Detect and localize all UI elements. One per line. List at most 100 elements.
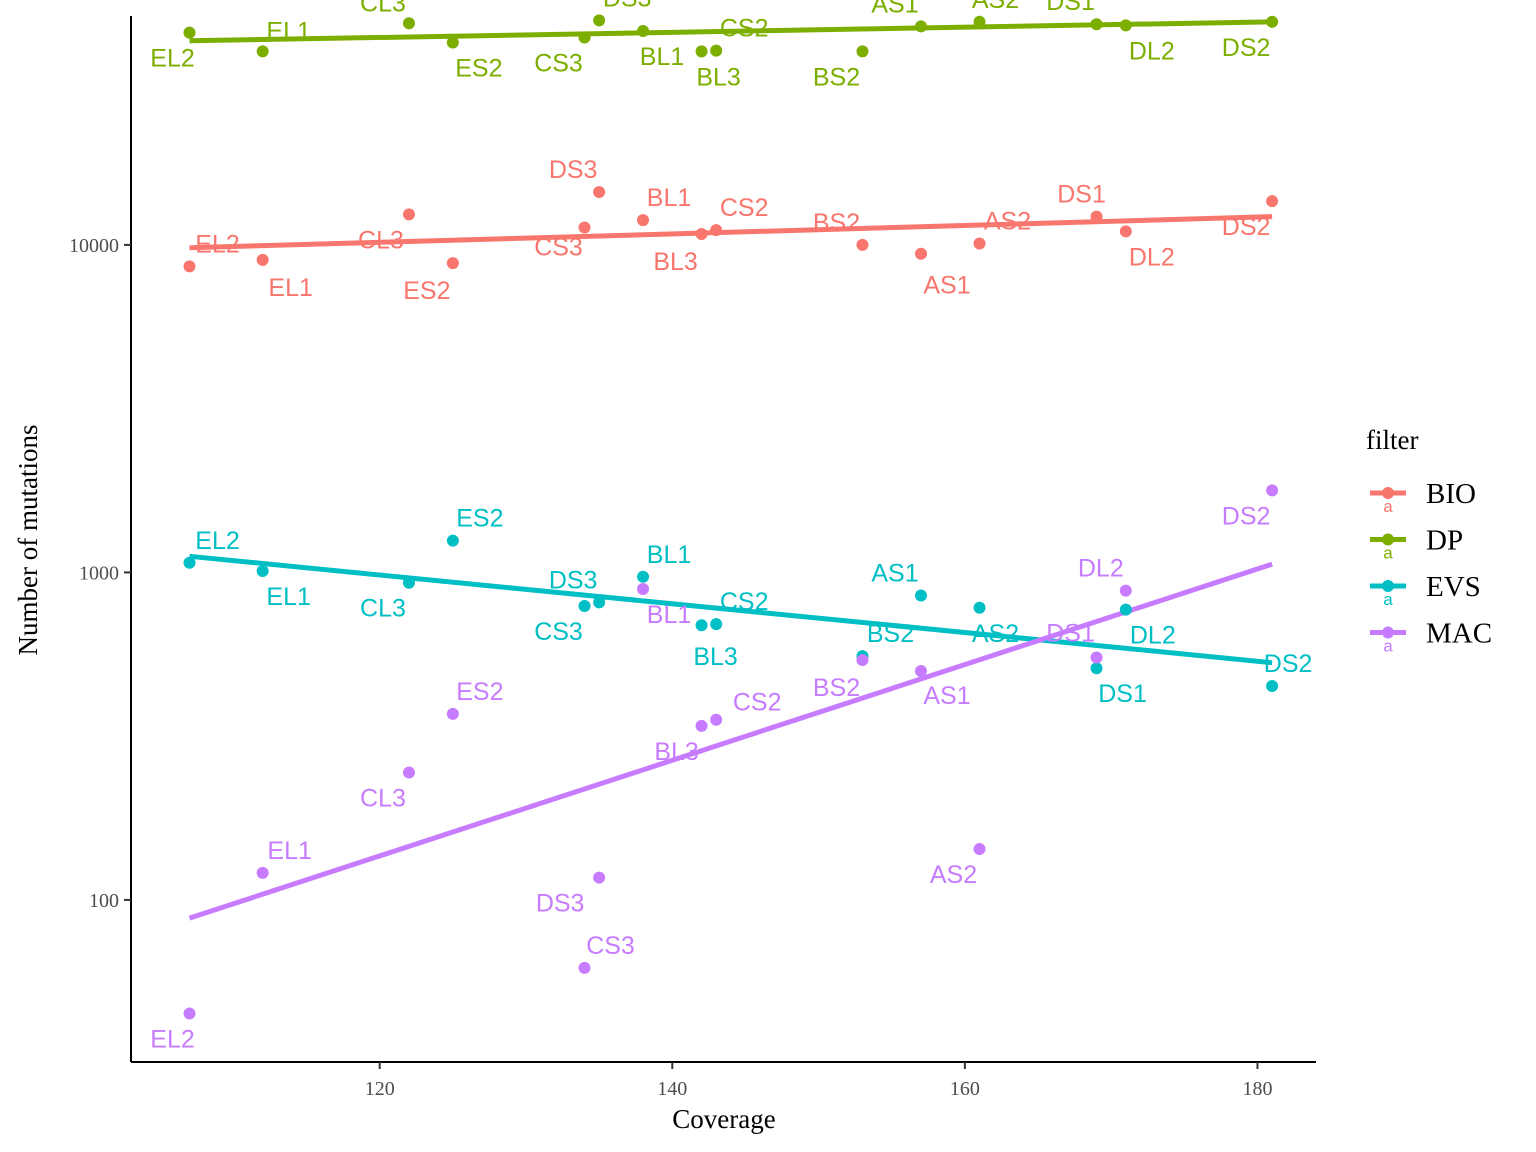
y-tick-label-100: 100	[89, 890, 119, 912]
point-label-dp-el1: EL1	[266, 17, 310, 45]
point-label-dp-bl1: BL1	[640, 43, 684, 71]
point-label-bio-el2: EL2	[195, 230, 239, 258]
point-label-evs-ds3: DS3	[549, 566, 598, 594]
point-dp-bl1	[637, 24, 650, 37]
point-label-mac-el1: EL1	[267, 837, 311, 865]
legend-title: filter	[1366, 425, 1418, 455]
point-evs-cl3	[402, 576, 415, 589]
point-label-bio-as1: AS1	[923, 272, 970, 300]
y-tick-label-1000: 1000	[79, 562, 119, 584]
point-label-mac-ds3: DS3	[536, 890, 585, 918]
legend-item-dp: a DP	[1370, 525, 1463, 563]
x-tick-label-160: 160	[950, 1078, 980, 1100]
point-label-bio-as2: AS2	[984, 208, 1031, 236]
point-label-dp-dl2: DL2	[1129, 37, 1175, 65]
point-mac-ds3	[593, 871, 606, 884]
point-dp-cs3	[578, 31, 591, 44]
point-label-evs-es2: ES2	[456, 505, 503, 533]
point-mac-as2	[973, 843, 986, 856]
point-label-bio-ds1: DS1	[1057, 181, 1106, 209]
point-label-evs-ds1: DS1	[1098, 680, 1147, 708]
point-label-evs-el1: EL1	[266, 583, 310, 611]
point-label-dp-es2: ES2	[455, 55, 502, 83]
x-axis-title: Coverage	[672, 1104, 775, 1134]
point-label-mac-es2: ES2	[456, 678, 503, 706]
point-label-mac-as2: AS2	[930, 861, 977, 889]
point-bio-el2	[183, 260, 196, 273]
trend-line-mac	[188, 561, 1273, 921]
y-axis-title: Number of mutations	[13, 425, 43, 656]
point-bio-cs2	[710, 224, 723, 237]
point-bio-es2	[446, 257, 459, 270]
point-mac-bl3	[695, 719, 708, 732]
point-label-mac-cs3: CS3	[586, 932, 635, 960]
point-evs-as2	[973, 601, 986, 614]
point-label-mac-bl3: BL3	[654, 738, 698, 766]
point-mac-ds1	[1090, 651, 1103, 664]
legend-key-dot-evs	[1382, 580, 1394, 592]
trend-lines	[188, 19, 1273, 921]
point-label-bio-bs2: BS2	[813, 209, 860, 237]
point-evs-bl1	[637, 570, 650, 583]
point-label-mac-bs2: BS2	[813, 674, 860, 702]
point-bio-as1	[915, 247, 927, 260]
point-label-dp-bs2: BS2	[813, 63, 860, 91]
legend: filter a BIO a DP a EVS a MAC	[1366, 425, 1492, 656]
x-tick-label-120: 120	[365, 1078, 395, 1100]
legend-item-evs: a EVS	[1370, 571, 1481, 609]
legend-item-mac: a MAC	[1370, 618, 1492, 656]
point-evs-ds2	[1266, 680, 1279, 693]
point-dp-ds3	[593, 14, 606, 27]
point-label-evs-cs3: CS3	[534, 618, 583, 646]
point-label-mac-dl2: DL2	[1078, 555, 1124, 583]
point-dp-bl3	[695, 45, 708, 58]
point-bio-bl3	[695, 227, 708, 240]
point-bio-el1	[256, 253, 269, 266]
point-mac-el2	[183, 1007, 196, 1020]
point-label-bio-ds3: DS3	[549, 156, 598, 184]
point-label-dp-ds3: DS3	[603, 0, 652, 12]
point-label-evs-as2: AS2	[972, 620, 1019, 648]
point-mac-cl3	[402, 766, 415, 779]
point-dp-as1	[915, 20, 927, 33]
point-label-dp-as1: AS1	[871, 0, 918, 18]
legend-key-letter-dp: a	[1383, 544, 1393, 563]
point-mac-es2	[446, 707, 459, 720]
x-axis-ticks: 120 140 160 180	[365, 1062, 1272, 1100]
point-mac-cs3	[578, 961, 591, 974]
point-label-evs-cs2: CS2	[720, 588, 769, 616]
legend-key-dot-mac	[1382, 626, 1394, 639]
point-label-mac-ds2: DS2	[1222, 502, 1271, 530]
point-mac-cs2	[710, 713, 723, 726]
legend-items: a BIO a DP a EVS a MAC	[1370, 478, 1492, 656]
point-label-mac-ds1: DS1	[1046, 619, 1095, 647]
point-bio-bs2	[856, 238, 869, 251]
point-label-dp-cs3: CS3	[534, 49, 583, 77]
point-mac-dl2	[1119, 584, 1132, 597]
point-mac-ds2	[1266, 484, 1279, 497]
legend-key-letter-mac: a	[1383, 637, 1393, 656]
point-label-dp-bl3: BL3	[696, 63, 740, 91]
x-tick-label-180: 180	[1242, 1078, 1272, 1100]
point-label-mac-as1: AS1	[923, 682, 970, 710]
point-evs-as1	[915, 589, 927, 602]
data-points	[183, 14, 1279, 1020]
point-mac-bl1	[637, 583, 650, 596]
point-bio-bl1	[637, 214, 650, 227]
point-label-dp-el2: EL2	[150, 45, 194, 73]
point-dp-el1	[256, 45, 269, 58]
legend-label-dp: DP	[1426, 525, 1463, 557]
point-label-mac-bl1: BL1	[647, 601, 691, 629]
point-label-mac-cs2: CS2	[733, 689, 782, 717]
point-mac-bs2	[856, 654, 869, 667]
trend-line-evs	[189, 553, 1273, 666]
point-mac-el1	[256, 866, 269, 879]
point-evs-ds1	[1090, 662, 1103, 675]
point-label-dp-cs2: CS2	[720, 15, 769, 43]
point-label-evs-bs2: BS2	[867, 620, 914, 648]
point-label-bio-cl3: CL3	[358, 226, 404, 254]
point-bio-cl3	[402, 208, 415, 221]
legend-label-evs: EVS	[1426, 571, 1481, 603]
trend-line-bio	[189, 214, 1273, 251]
